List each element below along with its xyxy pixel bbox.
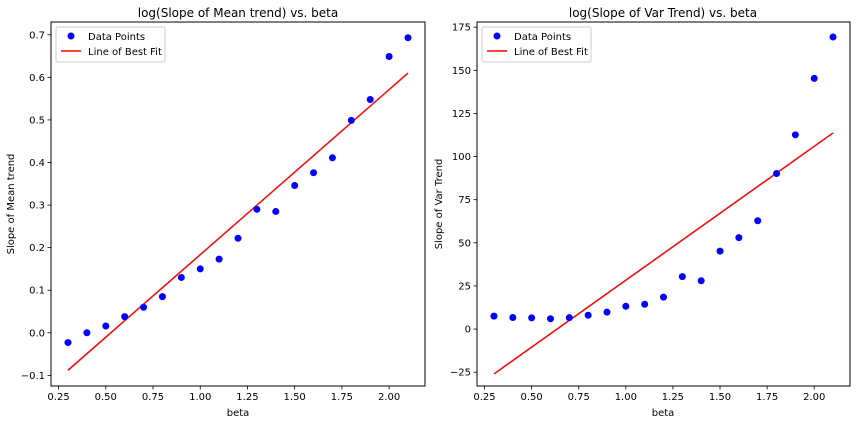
data-point (366, 95, 374, 103)
legend-label-best-fit: Line of Best Fit (514, 47, 588, 58)
legend: Data Points Line of Best Fit (55, 26, 166, 63)
y-tick-label: 0.2 (29, 243, 45, 254)
data-point (697, 277, 705, 285)
plot-area-frame (50, 21, 426, 387)
y-tick-label: 175 (452, 23, 471, 34)
y-tick-label: 0.1 (29, 286, 45, 297)
legend-label-data-points: Data Points (514, 32, 571, 43)
x-tick-label: 0.50 (520, 392, 542, 403)
data-point (291, 181, 299, 189)
chart-mean-trend: log(Slope of Mean trend) vs. beta beta S… (6, 6, 426, 419)
x-axis-label: beta (227, 408, 250, 419)
chart-title: log(Slope of Var Trend) vs. beta (569, 6, 757, 20)
data-point (310, 169, 318, 177)
x-tick-label: 1.25 (236, 392, 258, 403)
data-point (603, 308, 611, 316)
x-tick-label: 0.50 (95, 392, 117, 403)
data-point (215, 255, 223, 263)
chart-var-trend: log(Slope of Var Trend) vs. beta beta Sl… (434, 6, 851, 419)
legend-marker-data-points (67, 32, 75, 40)
data-point (385, 52, 393, 60)
data-marks (490, 33, 837, 375)
x-tick-label: 0.75 (142, 392, 164, 403)
data-point (140, 303, 148, 311)
axis-ticks: 0.25 0.50 0.75 1.00 1.25 1.50 1.75 2.00 −25 0 25 50… (450, 23, 825, 403)
y-tick-label: 0.7 (29, 30, 45, 41)
data-point (791, 131, 799, 139)
data-point (810, 74, 818, 82)
legend-box (55, 26, 166, 63)
data-point (622, 302, 630, 310)
x-tick-label: 1.00 (189, 392, 211, 403)
chart-title: log(Slope of Mean trend) vs. beta (138, 6, 339, 20)
data-point (64, 339, 72, 347)
x-tick-label: 0.75 (568, 392, 590, 403)
x-tick-label: 1.50 (284, 392, 306, 403)
legend-label-best-fit: Line of Best Fit (88, 47, 162, 58)
x-tick-label: 1.75 (331, 392, 353, 403)
data-marks (64, 34, 412, 371)
data-point (716, 247, 724, 255)
axis-ticks: 0.25 0.50 0.75 1.00 1.25 1.50 1.75 2.00 −0.1 0.0 0… (21, 30, 401, 403)
legend-marker-data-points (493, 32, 501, 40)
data-point (754, 217, 762, 225)
best-fit-line (67, 72, 409, 371)
y-tick-label: 150 (452, 66, 471, 77)
y-tick-label: −25 (450, 368, 471, 379)
data-point (196, 265, 204, 273)
x-tick-label: 0.25 (47, 392, 69, 403)
data-point (490, 312, 498, 320)
legend-box (481, 26, 592, 63)
data-point (773, 169, 781, 177)
data-point (177, 273, 185, 281)
data-point (102, 322, 110, 330)
data-point (83, 329, 91, 337)
y-tick-label: 50 (458, 238, 471, 249)
data-point (121, 313, 129, 321)
y-axis-label: Slope of Var Trend (434, 159, 445, 250)
x-tick-label: 1.75 (756, 392, 778, 403)
y-axis-label: Slope of Mean trend (6, 154, 17, 255)
y-tick-label: 0 (465, 325, 471, 336)
y-tick-label: 0.4 (29, 158, 45, 169)
x-tick-label: 1.00 (615, 392, 637, 403)
y-tick-label: 75 (458, 195, 471, 206)
data-point (678, 273, 686, 281)
data-point (347, 116, 355, 124)
y-tick-label: 125 (452, 109, 471, 120)
best-fit-line (493, 132, 834, 375)
data-point (328, 154, 336, 162)
data-point (735, 234, 743, 242)
y-tick-label: 0.5 (29, 115, 45, 126)
x-tick-label: 1.25 (662, 392, 684, 403)
y-tick-label: −0.1 (21, 371, 45, 382)
x-tick-label: 0.25 (473, 392, 495, 403)
data-point (253, 205, 261, 213)
data-point (272, 207, 280, 215)
data-point (829, 33, 837, 41)
x-axis-label: beta (652, 408, 675, 419)
data-point (660, 293, 667, 301)
x-tick-label: 2.00 (378, 392, 400, 403)
data-point (584, 311, 592, 319)
data-point (641, 300, 649, 308)
y-tick-label: 100 (452, 152, 471, 163)
plot-area-frame (476, 21, 851, 387)
legend-label-data-points: Data Points (88, 32, 145, 43)
data-point (546, 315, 554, 323)
y-tick-label: 25 (458, 281, 471, 292)
data-point (234, 234, 242, 242)
data-point (565, 314, 573, 322)
data-point (404, 34, 412, 42)
data-point (509, 314, 517, 322)
data-point (158, 293, 166, 301)
legend: Data Points Line of Best Fit (481, 26, 592, 63)
y-tick-label: 0.3 (29, 201, 45, 212)
x-tick-label: 2.00 (803, 392, 825, 403)
y-tick-label: 0.0 (29, 328, 45, 339)
x-tick-label: 1.50 (709, 392, 731, 403)
y-tick-label: 0.6 (29, 73, 45, 84)
data-point (528, 314, 536, 322)
